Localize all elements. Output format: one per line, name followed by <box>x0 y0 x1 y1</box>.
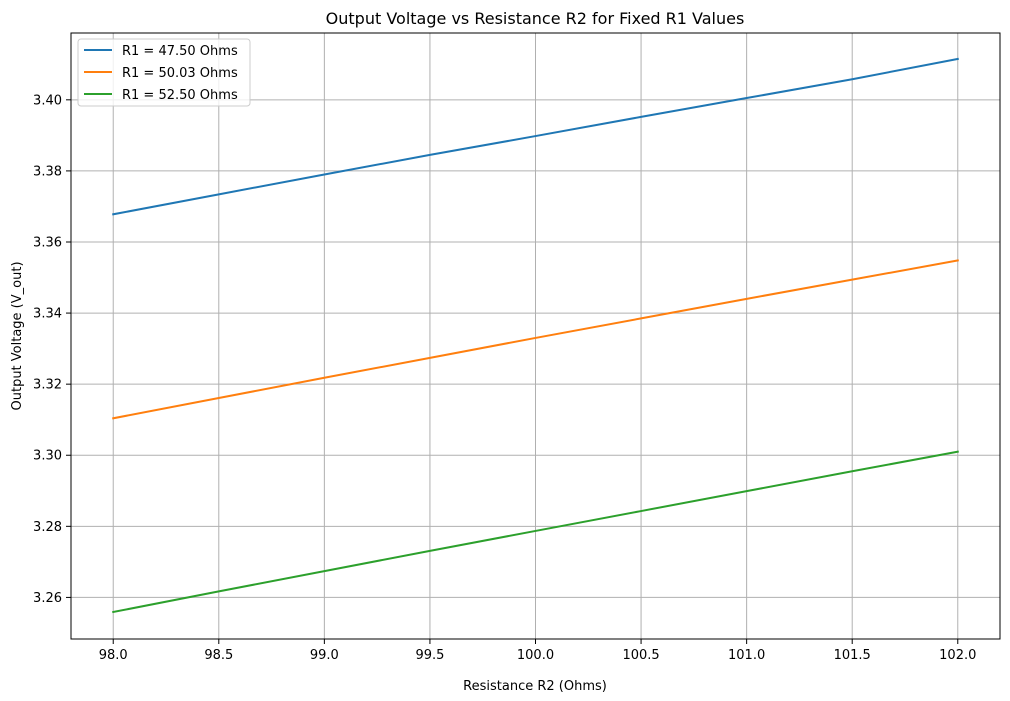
legend-label: R1 = 50.03 Ohms <box>122 66 238 81</box>
y-tick-label: 3.30 <box>33 449 62 464</box>
x-tick-label: 101.5 <box>834 648 871 663</box>
grid-lines <box>71 33 1000 639</box>
x-tick-label: 99.5 <box>415 648 444 663</box>
y-axis-label: Output Voltage (V_out) <box>10 261 25 410</box>
y-tick-label: 3.34 <box>33 307 62 322</box>
x-tick-label: 100.0 <box>517 648 554 663</box>
x-tick-label: 102.0 <box>939 648 976 663</box>
legend-box <box>77 38 251 107</box>
series-line-1 <box>112 57 959 216</box>
y-tick-label: 3.32 <box>33 378 62 393</box>
y-axis-ticks: 3.26 3.28 3.30 3.32 3.34 3.36 3.38 3.40 <box>33 93 71 606</box>
legend-label: R1 = 52.50 Ohms <box>122 88 238 103</box>
x-tick-label: 98.0 <box>99 648 128 663</box>
y-tick-label: 3.36 <box>33 235 62 250</box>
series-lines <box>112 57 959 614</box>
x-tick-label: 98.5 <box>204 648 233 663</box>
series-line-3 <box>112 450 959 614</box>
series-line-2 <box>112 259 959 420</box>
x-tick-label: 99.0 <box>310 648 339 663</box>
y-tick-label: 3.28 <box>33 520 62 535</box>
legend-label: R1 = 47.50 Ohms <box>122 44 238 59</box>
y-tick-label: 3.40 <box>33 93 62 108</box>
y-tick-label: 3.38 <box>33 164 62 179</box>
x-tick-label: 100.5 <box>622 648 659 663</box>
chart-title: Output Voltage vs Resistance R2 for Fixe… <box>326 9 745 28</box>
y-tick-label: 3.26 <box>33 591 62 606</box>
x-tick-label: 101.0 <box>728 648 765 663</box>
x-axis-ticks: 98.0 98.5 99.0 99.5 100.0 100.5 101.0 101.5 102.… <box>99 639 976 663</box>
legend: R1 = 47.50 Ohms R1 = 50.03 Ohms R1 = 52.… <box>77 38 251 107</box>
x-axis-label: Resistance R2 (Ohms) <box>463 679 607 694</box>
